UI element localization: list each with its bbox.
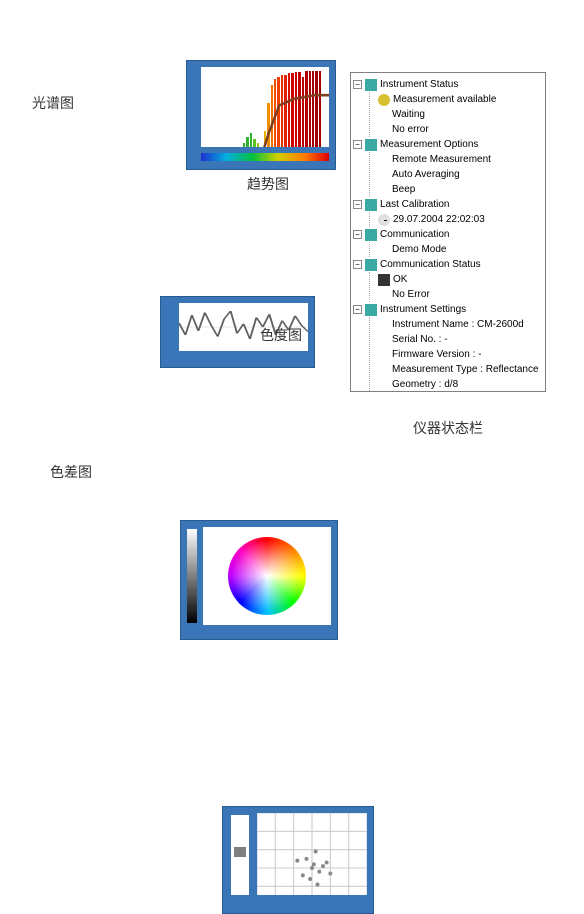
tree-group[interactable]: − Last Calibration (353, 197, 543, 212)
trend-label: 趋势图 (247, 174, 289, 194)
tree-item[interactable]: Serial No. : - (376, 332, 543, 347)
tree-group[interactable]: − Instrument Status (353, 77, 543, 92)
spectral-label: 光谱图 (32, 93, 74, 113)
chroma-chart (180, 520, 338, 640)
expand-toggle[interactable]: − (353, 230, 362, 239)
tree-item[interactable]: Auto Averaging (376, 167, 543, 182)
diff-label: 色差图 (50, 462, 92, 482)
tree-item[interactable]: OK (376, 272, 543, 287)
tree-item[interactable]: 29.07.2004 22:02:03 (376, 212, 543, 227)
diff-chart (222, 806, 374, 914)
tree-item-label: Geometry : d/8 (392, 377, 458, 392)
tree-group[interactable]: − Instrument Settings (353, 302, 543, 317)
tree-item-label: Instrument Name : CM-2600d (392, 317, 524, 332)
expand-toggle[interactable]: − (353, 200, 362, 209)
tree-item-label: Beep (392, 182, 415, 197)
tree-group-label: Measurement Options (380, 137, 478, 152)
diff-vertical-scale (231, 815, 249, 895)
tree-item[interactable]: Remote Measurement (376, 152, 543, 167)
tree-item[interactable]: Waiting (376, 107, 543, 122)
teal-icon (365, 79, 377, 91)
tree-item-label: Firmware Version : - (392, 347, 481, 362)
tree-item-label: Measurement available (393, 92, 496, 107)
expand-toggle[interactable]: − (353, 80, 362, 89)
instrument-status-panel: − Instrument StatusMeasurement availableW… (350, 72, 546, 392)
teal-icon (365, 139, 377, 151)
teal-icon (365, 304, 377, 316)
tree-group-label: Instrument Status (380, 77, 458, 92)
tree-item[interactable]: Instrument Name : CM-2600d (376, 317, 543, 332)
tree-item-label: Demo Mode (392, 242, 446, 257)
dark-icon (378, 274, 390, 286)
status-tree: − Instrument StatusMeasurement availableW… (353, 77, 543, 392)
tree-item-label: No Error (392, 287, 430, 302)
tree-item-label: Measurement Type : Reflectance (392, 362, 539, 377)
tree-group-label: Instrument Settings (380, 302, 466, 317)
tree-item-label: OK (393, 272, 407, 287)
tree-group[interactable]: − Measurement Options (353, 137, 543, 152)
tree-item[interactable]: Measurement available (376, 92, 543, 107)
tree-item-label: Auto Averaging (392, 167, 460, 182)
tree-group-label: Communication (380, 227, 449, 242)
diff-grid (257, 813, 367, 895)
spectral-curve (201, 67, 329, 147)
tree-item-label: Waiting (392, 107, 425, 122)
tree-item[interactable]: No Error (376, 287, 543, 302)
clock-icon (378, 214, 390, 226)
gray-scale-strip (187, 529, 197, 623)
expand-toggle[interactable]: − (353, 260, 362, 269)
chroma-label: 色度图 (260, 325, 302, 345)
tree-item-label: No error (392, 122, 429, 137)
tree-item-label: Serial No. : - (392, 332, 448, 347)
tree-item[interactable]: Beep (376, 182, 543, 197)
tree-group[interactable]: − Communication Status (353, 257, 543, 272)
tree-item[interactable]: Firmware Version : - (376, 347, 543, 362)
yellow-icon (378, 94, 390, 106)
tree-item-label: Remote Measurement (392, 152, 491, 167)
tree-group[interactable]: − Communication (353, 227, 543, 242)
teal-icon (365, 199, 377, 211)
tree-item[interactable]: Geometry : d/8 (376, 377, 543, 392)
teal-icon (365, 229, 377, 241)
tree-item-label: 29.07.2004 22:02:03 (393, 212, 485, 227)
tree-group-label: Last Calibration (380, 197, 449, 212)
tree-item[interactable]: No error (376, 122, 543, 137)
tree-group-label: Communication Status (380, 257, 481, 272)
tree-item[interactable]: Demo Mode (376, 242, 543, 257)
status-caption: 仪器状态栏 (350, 418, 546, 438)
color-wheel (228, 537, 306, 615)
tree-item[interactable]: Measurement Type : Reflectance (376, 362, 543, 377)
teal-icon (365, 259, 377, 271)
expand-toggle[interactable]: − (353, 140, 362, 149)
expand-toggle[interactable]: − (353, 305, 362, 314)
